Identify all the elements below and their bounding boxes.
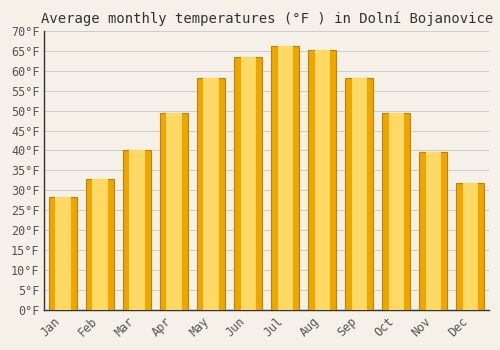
Bar bbox=[160, 113, 188, 310]
Bar bbox=[197, 78, 225, 310]
Bar bbox=[426, 152, 441, 310]
Bar bbox=[314, 50, 330, 310]
Bar bbox=[346, 78, 373, 310]
Bar bbox=[130, 150, 144, 310]
Bar bbox=[166, 113, 182, 310]
Bar bbox=[234, 57, 262, 310]
Bar bbox=[56, 197, 70, 310]
Bar bbox=[308, 50, 336, 310]
Bar bbox=[86, 179, 114, 310]
Bar bbox=[456, 183, 484, 310]
Bar bbox=[92, 179, 108, 310]
Bar bbox=[240, 57, 256, 310]
Bar bbox=[49, 197, 77, 310]
Bar bbox=[204, 78, 219, 310]
Bar bbox=[420, 152, 447, 310]
Bar bbox=[278, 46, 293, 310]
Bar bbox=[272, 46, 299, 310]
Bar bbox=[382, 113, 410, 310]
Bar bbox=[388, 113, 404, 310]
Bar bbox=[123, 150, 151, 310]
Bar bbox=[352, 78, 367, 310]
Title: Average monthly temperatures (°F ) in Dolní Bojanovice: Average monthly temperatures (°F ) in Do… bbox=[40, 11, 493, 26]
Bar bbox=[462, 183, 478, 310]
